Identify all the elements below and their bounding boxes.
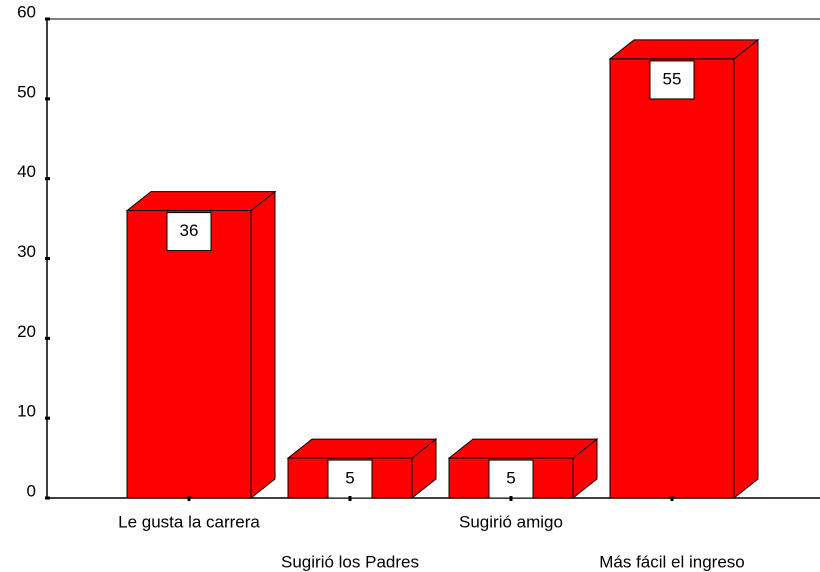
- bar-side: [733, 38, 759, 500]
- bar-front: [609, 58, 735, 499]
- bar: [125, 190, 277, 500]
- y-tick-label: 50: [17, 82, 36, 101]
- y-tick-label: 30: [17, 242, 36, 261]
- x-tick-label: Le gusta la carrera: [118, 512, 260, 531]
- value-label: 55: [663, 69, 682, 88]
- value-label-box: [166, 212, 212, 252]
- bar-top: [286, 438, 438, 459]
- bar-top: [125, 191, 277, 212]
- x-tick-label: Más fácil el ingreso: [599, 552, 745, 571]
- y-tick-label: 20: [17, 322, 36, 341]
- bar: [608, 38, 760, 500]
- y-tick-label: 40: [17, 162, 36, 181]
- bar-top: [608, 39, 760, 60]
- value-label-box: [649, 60, 695, 100]
- bar-front: [126, 210, 252, 499]
- value-label: 5: [345, 469, 354, 488]
- y-tick-label: 0: [27, 481, 36, 500]
- bar-side: [250, 190, 276, 500]
- x-tick-label: Sugirió los Padres: [281, 552, 419, 571]
- value-label: 36: [180, 221, 199, 240]
- x-tick-label: Sugirió amigo: [459, 512, 563, 531]
- y-tick-label: 10: [17, 402, 36, 421]
- value-label: 5: [506, 469, 515, 488]
- y-tick-label: 60: [17, 2, 36, 21]
- value-label-box: [488, 459, 534, 499]
- bar-top: [447, 438, 599, 459]
